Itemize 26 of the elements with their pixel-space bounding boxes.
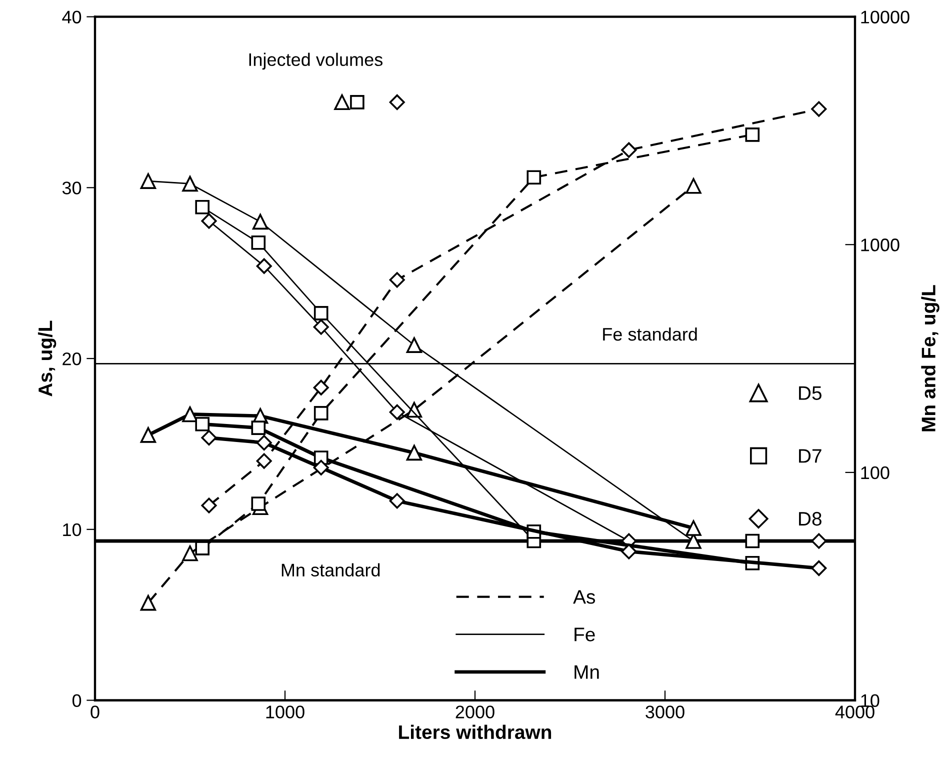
x-axis-title: Liters withdrawn [399,724,552,740]
y2-tick-label: 100 [861,466,890,480]
y2-axis-title: Mn and Fe, ug/L [921,285,940,432]
legend-label: Fe [574,628,595,642]
x-tick-label: 1000 [266,706,304,718]
y-axis-title: As, ug/L [38,320,56,396]
ref-line-label: Fe standard [603,327,697,341]
legend-label: D5 [799,386,822,400]
x-tick-label: 0 [90,706,100,718]
y-tick-label: 30 [62,182,82,194]
x-tick-label: 3000 [646,706,684,718]
y2-tick-label: 10000 [861,10,910,24]
y-tick-label: 40 [62,10,82,24]
legend-label: D8 [799,512,822,526]
y-tick-label: 10 [63,523,82,536]
x-tick-label: 4000 [835,706,874,718]
x-tick-label: 2000 [456,706,494,718]
annotation: Injected volumes [249,52,382,70]
legend-label: D7 [799,449,822,463]
y-tick-label: 0 [72,694,82,707]
y2-tick-label: 1000 [861,238,900,252]
y2-tick-label: 10 [861,694,880,707]
ref-line-label: Mn standard [282,563,380,577]
y-tick-label: 20 [62,352,82,366]
legend-label: Mn [574,665,599,679]
legend-label: As [573,590,596,604]
